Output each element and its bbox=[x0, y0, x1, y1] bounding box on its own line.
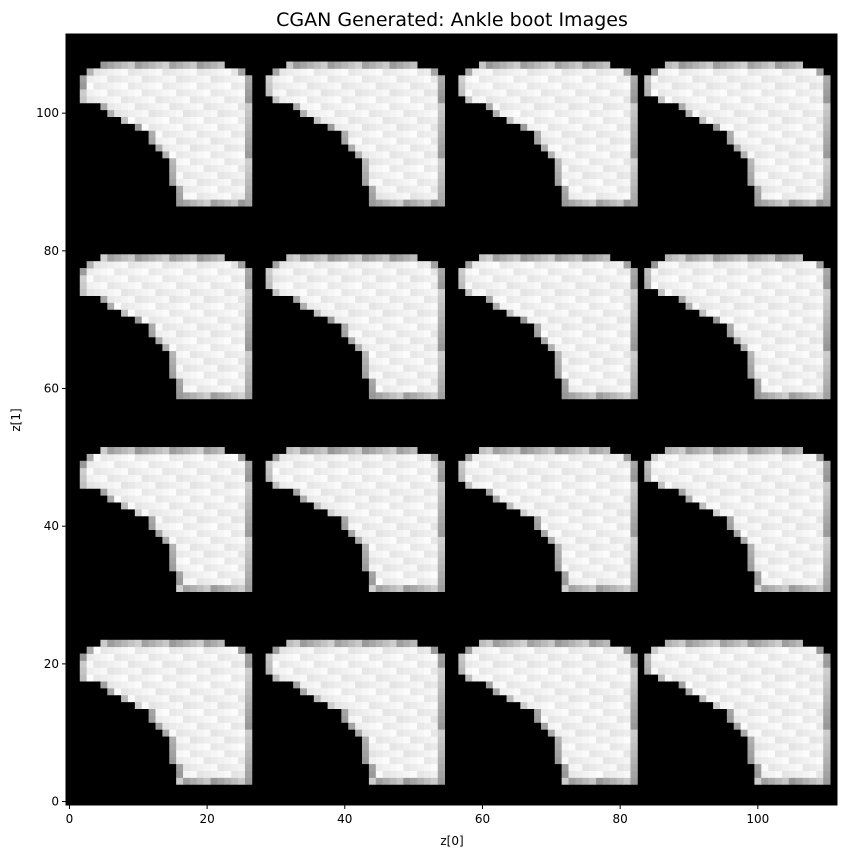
y-tick-label: 100 bbox=[36, 106, 59, 120]
y-axis-label: z[1] bbox=[9, 408, 23, 431]
generated-image-tile bbox=[644, 61, 831, 207]
generated-image-tile bbox=[79, 639, 253, 785]
generated-image-tile bbox=[79, 254, 253, 400]
generated-image-tile bbox=[458, 639, 638, 785]
x-tick-label: 40 bbox=[337, 812, 352, 826]
y-tick-label: 40 bbox=[44, 519, 59, 533]
generated-image-tile bbox=[644, 254, 831, 400]
x-tick-label: 20 bbox=[199, 812, 214, 826]
generated-image-tile bbox=[265, 447, 446, 592]
x-tick-label: 100 bbox=[746, 812, 769, 826]
x-axis-label: z[0] bbox=[440, 834, 463, 848]
y-tick-label: 20 bbox=[44, 657, 59, 671]
plot-frame bbox=[65, 33, 838, 806]
generated-image-tile bbox=[79, 61, 253, 207]
generated-image-tile bbox=[644, 639, 831, 785]
generated-image-tile bbox=[458, 447, 638, 592]
x-tick-label: 80 bbox=[613, 812, 628, 826]
generated-image-tile bbox=[265, 254, 446, 400]
y-tick-label: 0 bbox=[51, 795, 59, 809]
generated-image-tile bbox=[265, 61, 446, 207]
x-tick-label: 0 bbox=[66, 812, 74, 826]
generated-image-tile bbox=[458, 254, 638, 400]
plot-area bbox=[66, 34, 837, 805]
y-axis: 0 20 40 60 80 100 bbox=[36, 106, 66, 809]
y-tick-label: 80 bbox=[44, 244, 59, 258]
generated-image-tile bbox=[644, 447, 831, 592]
x-tick-label: 60 bbox=[475, 812, 490, 826]
chart-title: CGAN Generated: Ankle boot Images bbox=[276, 9, 628, 31]
generated-image-tile bbox=[458, 61, 638, 207]
x-axis: 0 20 40 60 80 100 bbox=[66, 805, 769, 826]
y-tick-label: 60 bbox=[44, 382, 59, 396]
generated-image-tile bbox=[79, 447, 253, 592]
generated-image-tile bbox=[265, 639, 446, 785]
